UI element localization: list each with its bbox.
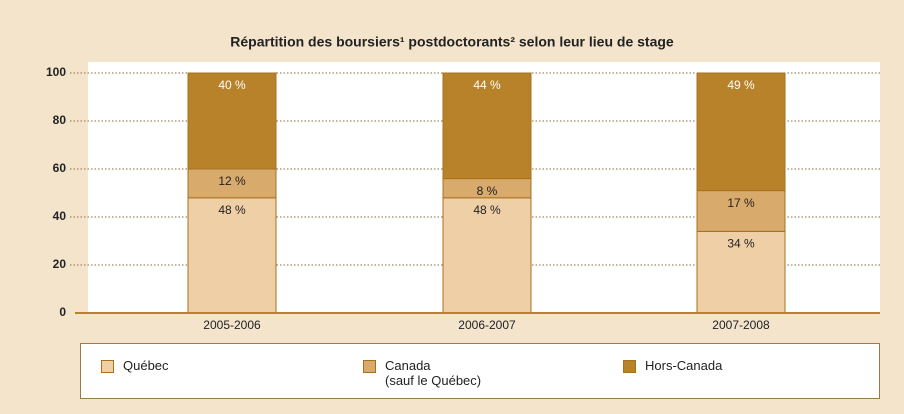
- y-tick-label: 100: [46, 65, 66, 79]
- legend-item: Québec: [101, 358, 169, 373]
- value-label: 44 %: [473, 78, 501, 92]
- y-tick-label: 80: [53, 113, 67, 127]
- value-label: 17 %: [727, 196, 755, 210]
- legend-item: Hors-Canada: [623, 358, 722, 373]
- legend-swatch: [623, 360, 636, 373]
- value-label: 48 %: [218, 203, 246, 217]
- legend-swatch: [363, 360, 376, 373]
- value-label: 48 %: [473, 203, 501, 217]
- value-label: 12 %: [218, 174, 246, 188]
- value-label: 49 %: [727, 78, 755, 92]
- bar-segment: [442, 197, 532, 314]
- bar-segment: [696, 190, 786, 232]
- bar-segment: [187, 72, 277, 170]
- x-tick-label: 2007-2008: [712, 318, 770, 332]
- legend-label: Canada (sauf le Québec): [385, 358, 482, 388]
- chart-title: Répartition des boursiers¹ postdoctorant…: [230, 34, 674, 50]
- y-tick-label: 60: [53, 161, 67, 175]
- legend-label: Québec: [123, 358, 169, 373]
- bar-segment: [696, 230, 786, 314]
- x-tick-label: 2005-2006: [203, 318, 261, 332]
- x-tick-label: 2006-2007: [458, 318, 516, 332]
- bar-segment: [696, 72, 786, 192]
- legend: Québec Canada (sauf le Québec) Hors-Canada: [80, 343, 880, 399]
- y-tick-label: 0: [59, 305, 66, 319]
- bar-segment: [187, 197, 277, 314]
- legend-swatch: [101, 360, 114, 373]
- y-tick-label: 20: [53, 257, 67, 271]
- legend-label: Hors-Canada: [645, 358, 723, 373]
- bar-segment: [442, 72, 532, 180]
- value-label: 8 %: [477, 184, 498, 198]
- legend-item: Canada (sauf le Québec): [363, 358, 481, 388]
- value-label: 34 %: [727, 237, 755, 251]
- chart: Répartition des boursiers¹ postdoctorant…: [46, 34, 880, 332]
- value-label: 40 %: [218, 78, 246, 92]
- y-tick-label: 40: [53, 209, 67, 223]
